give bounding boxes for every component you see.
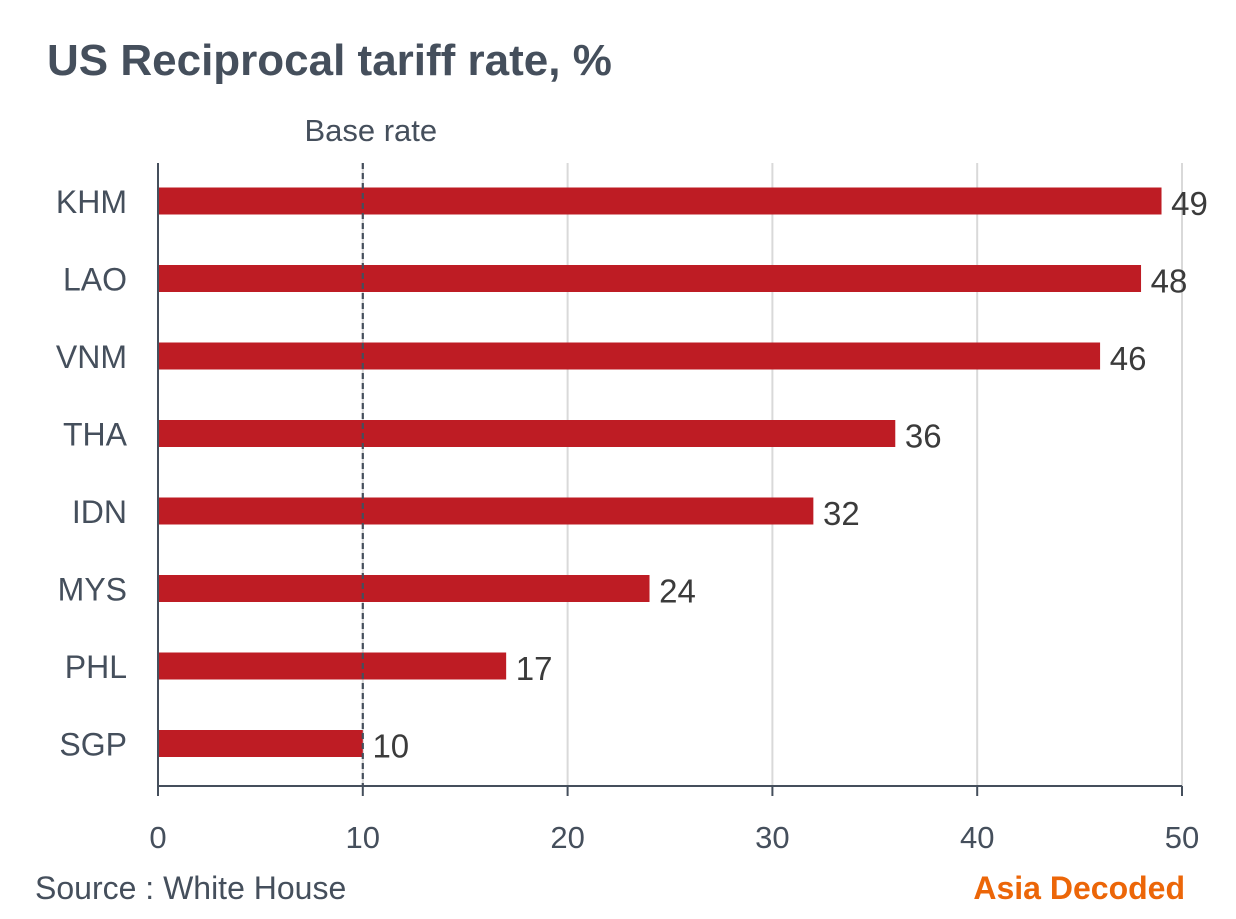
category-label-lao: LAO (63, 262, 127, 298)
axes (157, 163, 1183, 796)
bar-khm (158, 187, 1162, 215)
x-tick-label-30: 30 (755, 820, 789, 855)
x-tick-label-50: 50 (1165, 820, 1199, 855)
bar-tha (158, 420, 896, 447)
bar-phl (158, 652, 507, 680)
value-label-phl: 17 (516, 650, 553, 687)
value-label-mys: 24 (659, 573, 696, 610)
category-label-mys: MYS (58, 572, 127, 608)
bar-idn (158, 497, 814, 525)
bars (158, 187, 1162, 757)
bar-vnm (158, 342, 1101, 370)
base-rate-label: Base rate (304, 113, 437, 148)
value-label-lao: 48 (1151, 263, 1188, 300)
x-tick-label-10: 10 (346, 820, 380, 855)
value-label-khm: 49 (1171, 185, 1208, 222)
category-label-phl: PHL (65, 649, 127, 685)
source-note: Source : White House (35, 870, 347, 906)
value-label-idn: 32 (823, 495, 860, 532)
chart-title: US Reciprocal tariff rate, % (47, 36, 612, 85)
category-label-tha: THA (63, 417, 128, 453)
bar-sgp (158, 730, 363, 757)
value-label-tha: 36 (905, 418, 942, 455)
category-label-khm: KHM (56, 184, 127, 220)
gridlines (361, 163, 1183, 786)
brand-label: Asia Decoded (973, 870, 1185, 906)
category-label-sgp: SGP (59, 727, 127, 763)
labels: 49 KHM 48 LAO 46 VNM 36 THA 32 IDN 24 MYS 17 PHL 10 SGP… (56, 184, 1208, 855)
bar-mys (158, 575, 650, 602)
bar-lao (158, 265, 1142, 292)
reference-line-group: Base rate (304, 113, 437, 786)
category-label-vnm: VNM (56, 339, 127, 375)
category-label-idn: IDN (72, 494, 127, 530)
x-tick-label-0: 0 (149, 820, 166, 855)
value-label-sgp: 10 (372, 728, 409, 765)
value-label-vnm: 46 (1110, 340, 1147, 377)
x-tick-label-20: 20 (550, 820, 584, 855)
x-tick-label-40: 40 (960, 820, 994, 855)
